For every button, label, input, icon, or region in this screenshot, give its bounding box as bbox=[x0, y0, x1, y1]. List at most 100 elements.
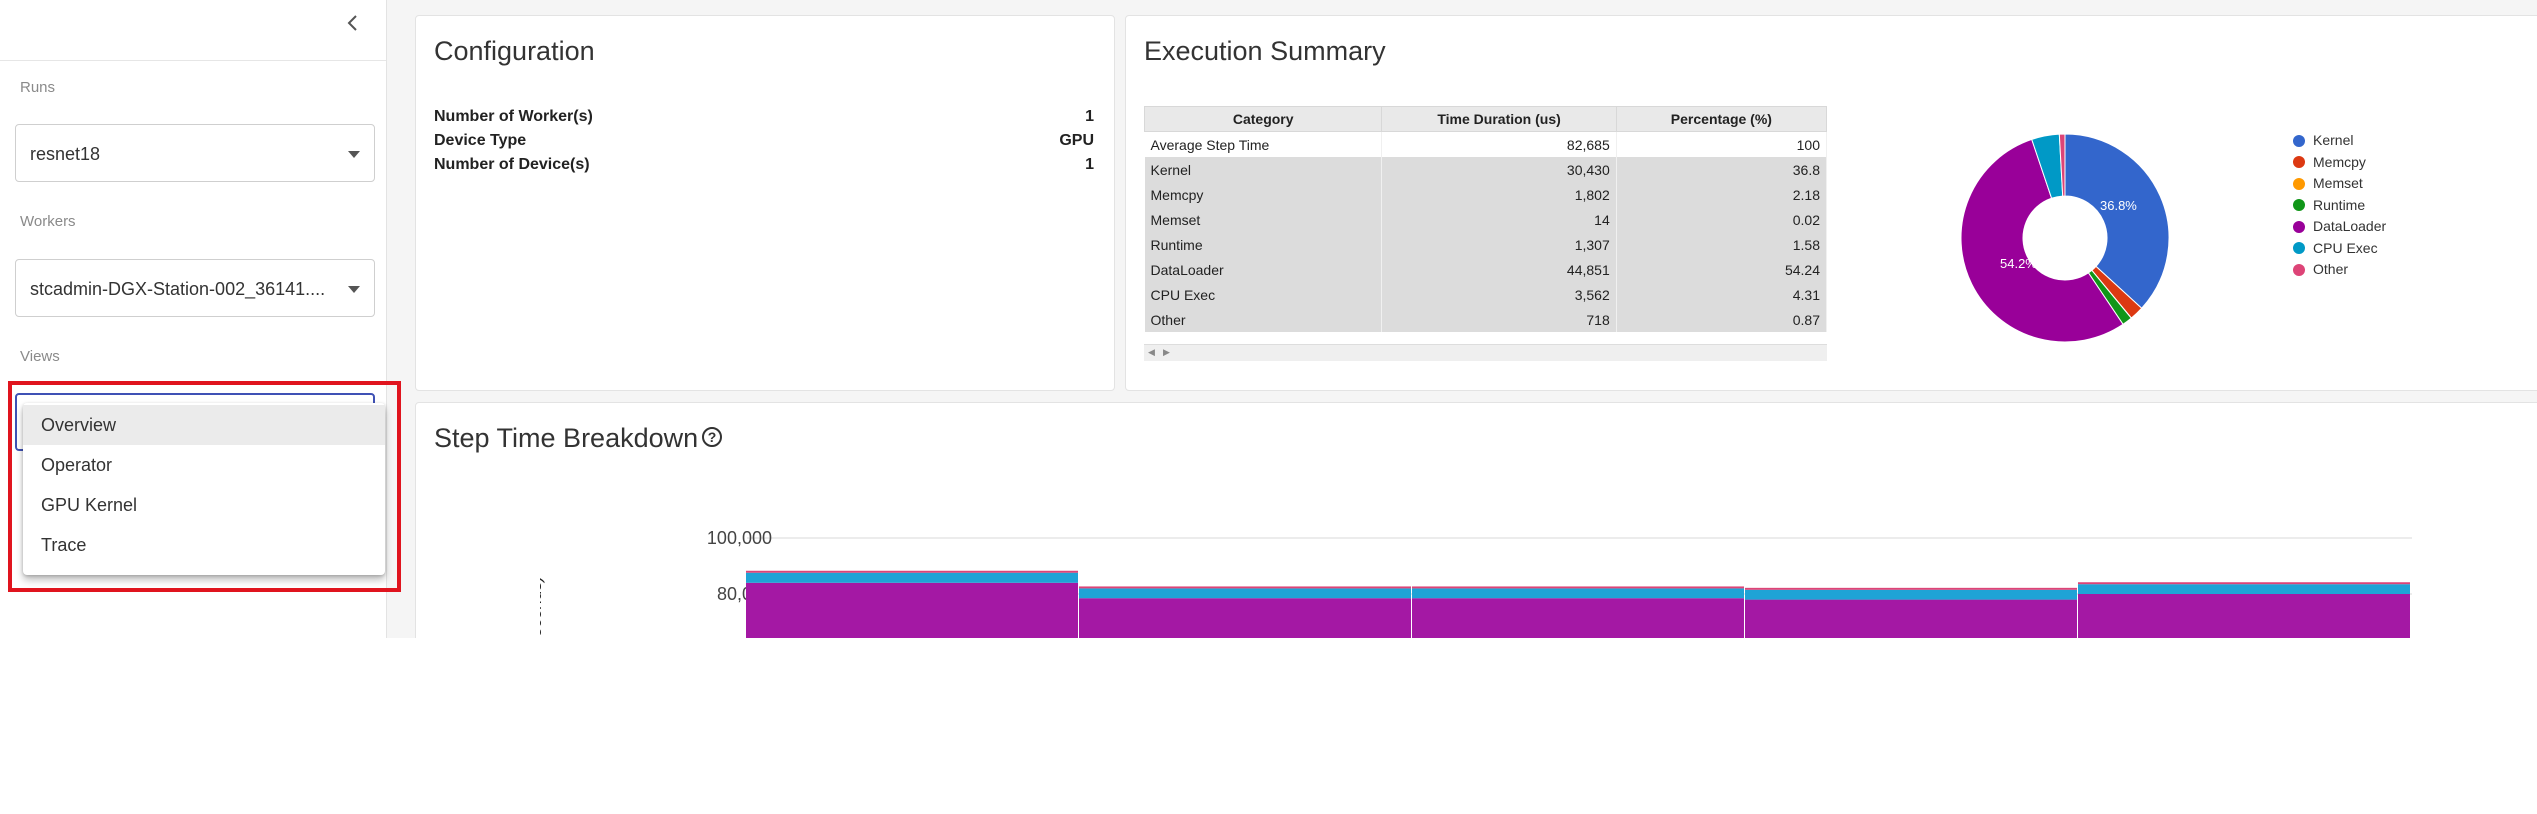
bar-segment-dataloader[interactable] bbox=[2078, 594, 2410, 638]
legend-dot bbox=[2293, 134, 2305, 147]
legend-dot bbox=[2293, 220, 2305, 233]
runs-select-value: resnet18 bbox=[30, 144, 101, 164]
legend-item-memcpy[interactable]: Memcpy bbox=[2293, 152, 2386, 174]
legend-item-other[interactable]: Other bbox=[2293, 259, 2386, 281]
config-label: Device Type bbox=[434, 132, 527, 149]
bar-segment-cpu-exec[interactable] bbox=[2078, 584, 2410, 594]
cell-duration: 30,430 bbox=[1381, 157, 1617, 182]
step-time-chart: 100,000 80,000 seconds) bbox=[526, 505, 2440, 638]
menu-item-operator[interactable]: Operator bbox=[41, 455, 113, 475]
scroll-left-icon[interactable]: ◀ bbox=[1148, 347, 1155, 357]
views-dropdown-menu: Overview Operator GPU Kernel Trace bbox=[23, 403, 385, 575]
config-label: Number of Device(s) bbox=[434, 156, 590, 173]
cell-duration: 44,851 bbox=[1381, 257, 1617, 282]
cell-category: Other bbox=[1144, 307, 1383, 332]
caret-down-icon bbox=[348, 286, 360, 293]
bar-segment-cpu-exec[interactable] bbox=[1745, 589, 2077, 600]
pie-slice-kernel[interactable] bbox=[2064, 133, 2170, 309]
legend-label: Memset bbox=[2313, 175, 2363, 191]
bar-segment-dataloader[interactable] bbox=[1412, 598, 1744, 638]
execution-summary-table: Category Time Duration (us) Percentage (… bbox=[1143, 106, 1828, 332]
cell-percent: 4.31 bbox=[1616, 282, 1828, 307]
config-value: 1 bbox=[1085, 156, 1094, 173]
legend-dot bbox=[2293, 263, 2305, 276]
config-row: Number of Worker(s) 1 bbox=[434, 108, 1094, 126]
cell-category: Memcpy bbox=[1144, 182, 1383, 207]
caret-down-icon bbox=[348, 151, 360, 158]
y-tick-label: 100,000 bbox=[707, 528, 772, 548]
menu-item-gpu-kernel[interactable]: GPU Kernel bbox=[41, 495, 138, 515]
pie-slice-dataloader[interactable] bbox=[1960, 138, 2124, 343]
table-row: Other 718 0.87 bbox=[1144, 307, 1828, 332]
table-row: CPU Exec 3,562 4.31 bbox=[1144, 282, 1828, 307]
column-header[interactable]: Time Duration (us) bbox=[1381, 106, 1617, 132]
bar-segment-dataloader[interactable] bbox=[746, 582, 1078, 638]
workers-select[interactable]: stcadmin-DGX-Station-002_36141.... bbox=[15, 259, 375, 317]
legend-dot bbox=[2293, 199, 2305, 212]
table-row: DataLoader 44,851 54.24 bbox=[1144, 257, 1828, 282]
pie-percent-label: 36.8% bbox=[2100, 198, 2137, 213]
cell-duration: 14 bbox=[1381, 207, 1617, 232]
bar-segment-cpu-exec[interactable] bbox=[746, 572, 1078, 583]
cell-duration: 1,307 bbox=[1381, 232, 1617, 257]
cell-category: CPU Exec bbox=[1144, 282, 1383, 307]
legend-item-memset[interactable]: Memset bbox=[2293, 173, 2386, 195]
cell-percent: 1.58 bbox=[1616, 232, 1828, 257]
table-row: Kernel 30,430 36.8 bbox=[1144, 157, 1828, 182]
legend-item-dataloader[interactable]: DataLoader bbox=[2293, 216, 2386, 238]
workers-label: Workers bbox=[20, 213, 76, 230]
bar-segment-other[interactable] bbox=[1079, 586, 1411, 589]
legend-item-runtime[interactable]: Runtime bbox=[2293, 195, 2386, 217]
views-label: Views bbox=[20, 348, 60, 365]
sidebar-divider bbox=[0, 60, 386, 61]
legend-label: Runtime bbox=[2313, 196, 2366, 213]
bar-segment-dataloader[interactable] bbox=[1079, 598, 1411, 638]
legend-label: Other bbox=[2313, 261, 2349, 277]
highlight-annotation bbox=[8, 381, 401, 592]
pie-chart-svg: 36.8% 54.2% bbox=[1960, 133, 2170, 343]
cell-category: DataLoader bbox=[1144, 257, 1383, 282]
y-axis-label: seconds) bbox=[540, 576, 545, 638]
app-root: Runs resnet18 Workers stcadmin-DGX-Stati… bbox=[0, 0, 2537, 638]
chevron-left-icon bbox=[346, 11, 360, 39]
legend-item-kernel[interactable]: Kernel bbox=[2293, 130, 2386, 152]
legend-label: CPU Exec bbox=[2313, 239, 2378, 256]
help-icon[interactable]: ? bbox=[702, 427, 722, 447]
cell-percent: 36.8 bbox=[1616, 157, 1828, 182]
pie-legend: Kernel Memcpy Memset Runtime DataLoader CPU E… bbox=[2293, 130, 2386, 281]
pie-slice-other[interactable] bbox=[2058, 133, 2066, 197]
column-header[interactable]: Category bbox=[1143, 106, 1383, 132]
cell-percent: 100 bbox=[1616, 131, 1828, 157]
collapse-sidebar-button[interactable] bbox=[338, 10, 368, 40]
config-value: 1 bbox=[1085, 108, 1094, 125]
bar-segment-dataloader[interactable] bbox=[1745, 599, 2077, 638]
table-row: Average Step Time 82,685 100 bbox=[1144, 131, 1828, 157]
config-row: Device Type GPU bbox=[434, 132, 1094, 150]
menu-item-overview[interactable]: Overview bbox=[23, 405, 385, 445]
menu-item-trace[interactable]: Trace bbox=[41, 535, 87, 555]
pie-percent-label: 54.2% bbox=[2000, 256, 2037, 271]
cell-category: Memset bbox=[1144, 207, 1383, 232]
bar-segment-other[interactable] bbox=[1412, 586, 1744, 589]
cell-duration: 3,562 bbox=[1381, 282, 1617, 307]
legend-item-cpu-exec[interactable]: CPU Exec bbox=[2293, 238, 2386, 260]
column-header[interactable]: Percentage (%) bbox=[1615, 106, 1828, 132]
bar-segment-cpu-exec[interactable] bbox=[1079, 588, 1411, 599]
cell-percent: 54.24 bbox=[1616, 257, 1828, 282]
bar-segment-other[interactable] bbox=[746, 570, 1078, 573]
runs-select[interactable]: resnet18 bbox=[15, 124, 375, 182]
cell-percent: 2.18 bbox=[1616, 182, 1828, 207]
bar-segment-other[interactable] bbox=[1745, 587, 2077, 590]
table-row: Runtime 1,307 1.58 bbox=[1144, 232, 1828, 257]
scroll-right-icon[interactable]: ▶ bbox=[1163, 347, 1170, 357]
cell-percent: 0.02 bbox=[1616, 207, 1828, 232]
legend-dot bbox=[2293, 242, 2305, 255]
bar-segment-other[interactable] bbox=[2078, 582, 2410, 585]
cell-duration: 1,802 bbox=[1381, 182, 1617, 207]
table-horizontal-scrollbar[interactable]: ◀ ▶ bbox=[1144, 344, 1827, 361]
table-row: Memset 14 0.02 bbox=[1144, 207, 1828, 232]
legend-label: DataLoader bbox=[2313, 218, 2387, 234]
bar-segment-cpu-exec[interactable] bbox=[1412, 588, 1744, 599]
legend-dot bbox=[2293, 177, 2305, 190]
